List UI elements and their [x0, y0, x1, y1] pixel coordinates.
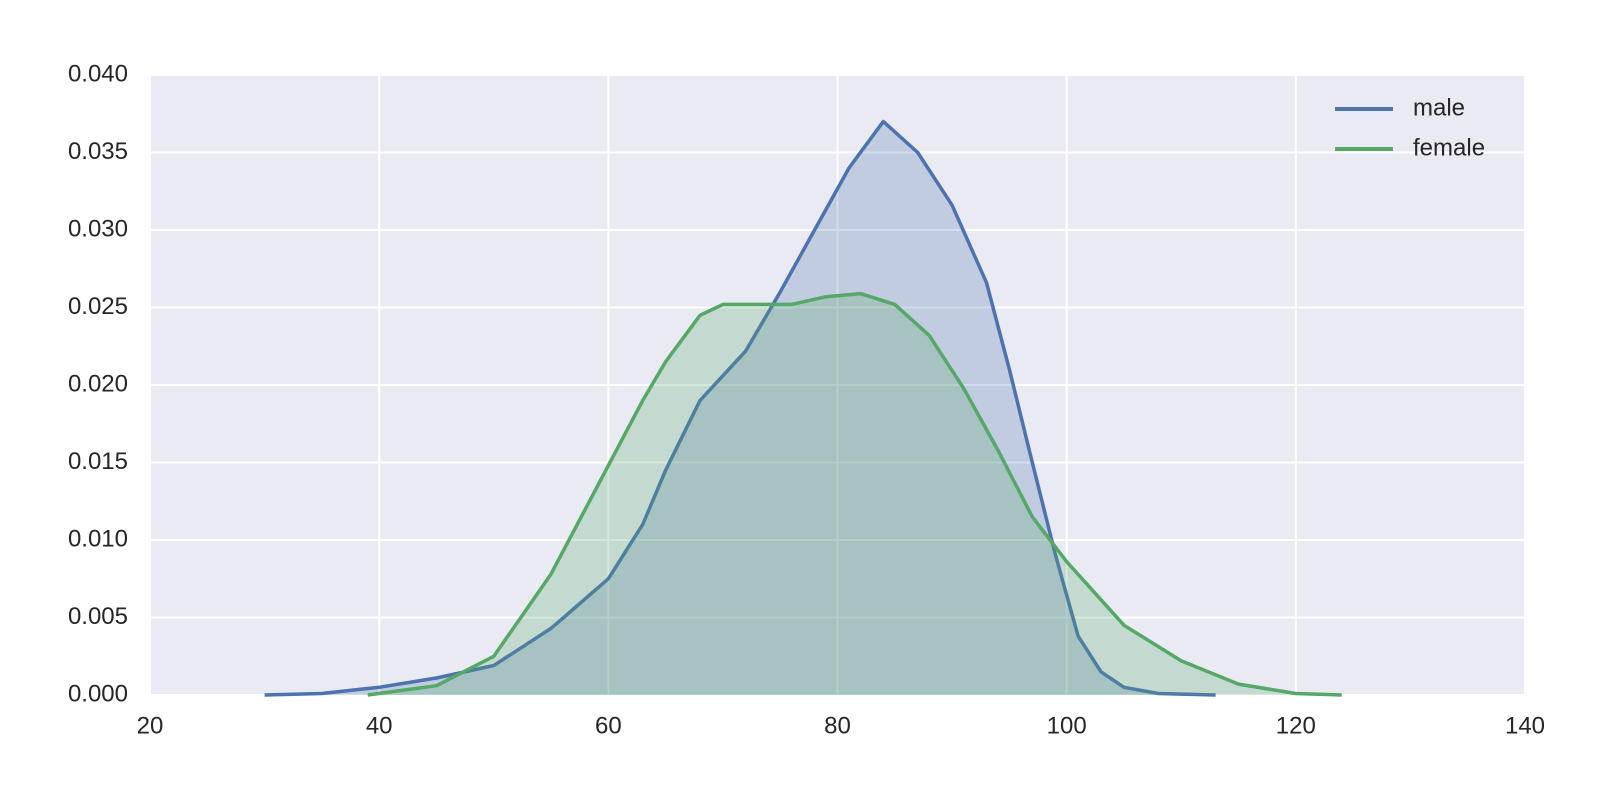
- y-tick-label: 0.000: [68, 680, 128, 707]
- y-tick-label: 0.030: [68, 215, 128, 242]
- density-line: [367, 291, 1342, 697]
- y-tick-label: 0.005: [68, 603, 128, 630]
- legend-label: female: [1413, 134, 1485, 161]
- y-tick-label: 0.010: [68, 525, 128, 552]
- y-tick-label: 0.025: [68, 293, 128, 320]
- y-tick-label: 0.020: [68, 370, 128, 397]
- x-tick-label: 80: [824, 712, 851, 739]
- y-tick-label: 0.015: [68, 448, 128, 475]
- x-tick-label: 40: [366, 712, 393, 739]
- x-tick-label: 60: [595, 712, 622, 739]
- density-line: [264, 119, 1216, 697]
- legend-label: male: [1413, 94, 1465, 121]
- x-tick-label: 120: [1276, 712, 1316, 739]
- y-tick-label: 0.040: [68, 60, 128, 87]
- density-area: [367, 293, 1342, 695]
- x-tick-label: 100: [1047, 712, 1087, 739]
- x-tick-label: 140: [1505, 712, 1545, 739]
- x-tick-label: 20: [137, 712, 164, 739]
- y-tick-label: 0.035: [68, 138, 128, 165]
